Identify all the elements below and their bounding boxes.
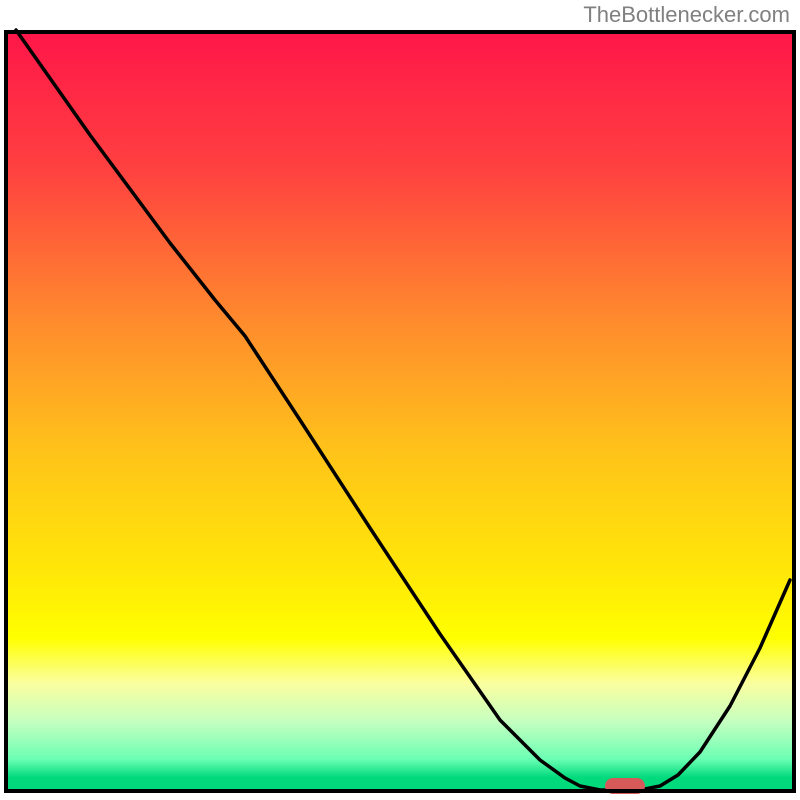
optimal-point-marker <box>605 778 645 794</box>
gradient-background <box>8 34 792 789</box>
watermark-label: TheBottlenecker.com <box>583 2 790 28</box>
bottleneck-chart: TheBottlenecker.com <box>0 0 800 800</box>
